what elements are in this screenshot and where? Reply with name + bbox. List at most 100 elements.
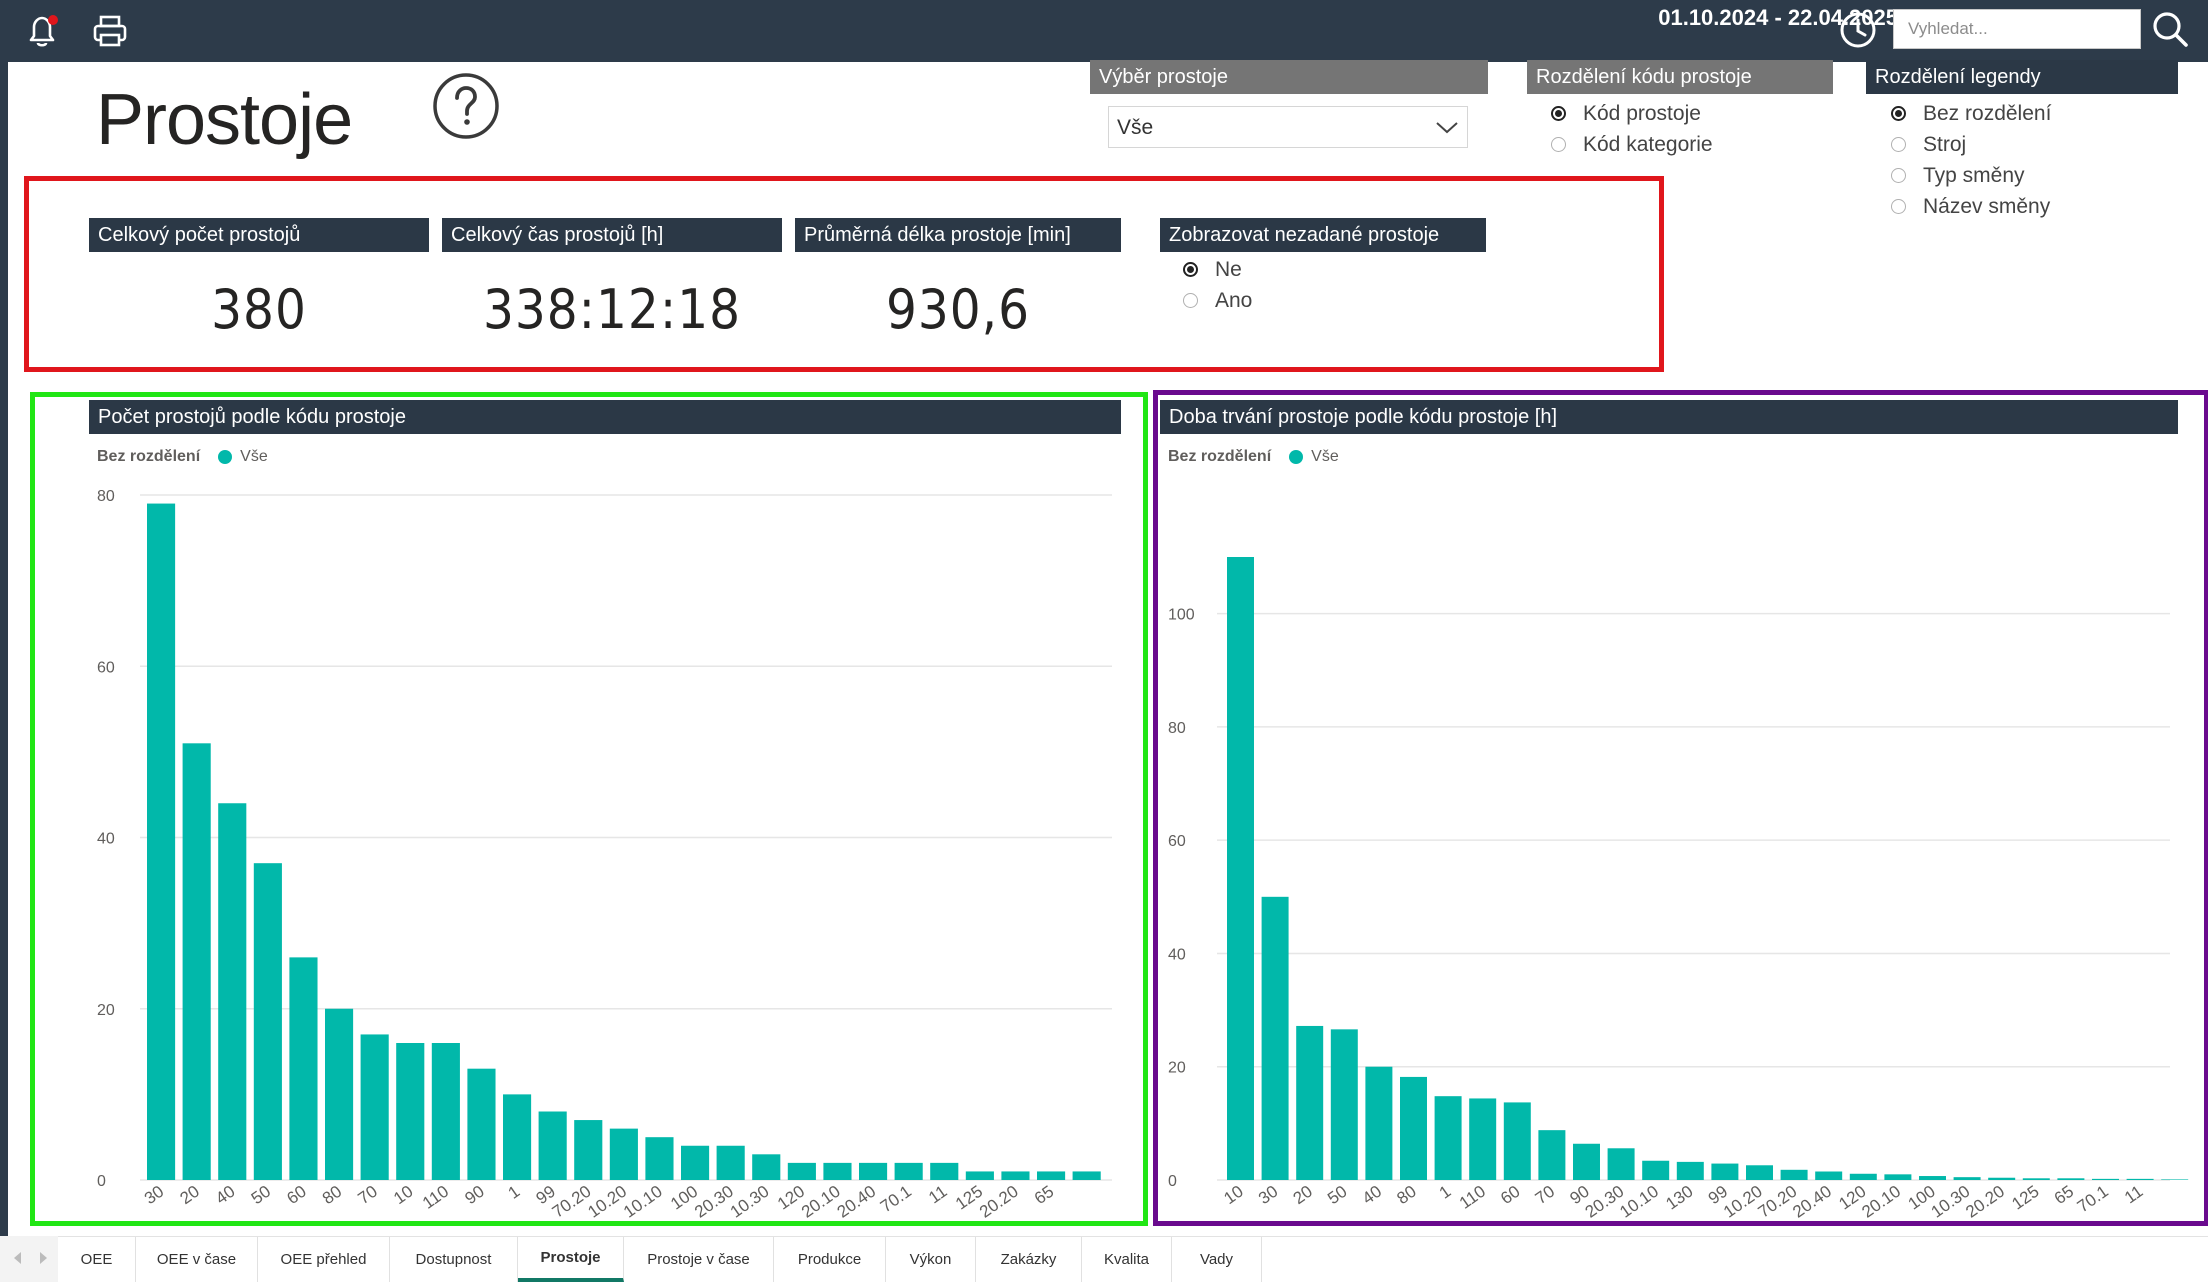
bar[interactable] [1296, 1025, 1324, 1180]
bar[interactable] [1001, 1171, 1030, 1180]
selection-dropdown[interactable]: Vše [1108, 106, 1468, 148]
radio-unselected[interactable] [1891, 199, 1906, 214]
bar[interactable] [1607, 1148, 1635, 1180]
tab-oee-v-čase[interactable]: OEE v čase [136, 1237, 258, 1282]
bar[interactable] [1919, 1176, 1946, 1180]
radio-selected[interactable] [1891, 106, 1906, 121]
radio-selected[interactable] [1183, 262, 1198, 277]
search-input[interactable] [1893, 9, 2141, 49]
radio-stroj[interactable]: Stroj [1891, 129, 2051, 160]
bar[interactable] [1330, 1029, 1358, 1180]
tab-prostoje-v-čase[interactable]: Prostoje v čase [624, 1237, 774, 1282]
bar[interactable] [681, 1145, 710, 1180]
radio-ne[interactable]: Ne [1183, 254, 1252, 285]
clock-icon[interactable] [1838, 10, 1878, 50]
bar[interactable] [1815, 1171, 1843, 1180]
bar[interactable] [1988, 1177, 2016, 1180]
search-icon[interactable] [2150, 9, 2190, 49]
bar[interactable] [467, 1068, 496, 1180]
radio-unselected[interactable] [1891, 137, 1906, 152]
x-tick-label: 10 [1220, 1182, 1246, 1208]
bar[interactable] [325, 1008, 354, 1180]
bar[interactable] [2092, 1178, 2119, 1180]
bar[interactable] [2022, 1178, 2050, 1180]
tab-next-icon[interactable] [40, 1252, 47, 1264]
y-tick-label: 40 [1168, 946, 1186, 963]
bar[interactable] [894, 1162, 923, 1180]
radio-nazev-smeny[interactable]: Název směny [1891, 191, 2051, 222]
bar[interactable] [823, 1162, 852, 1180]
page-tab-bar [0, 1236, 2208, 1283]
tab-prostoje[interactable]: Prostoje [518, 1237, 624, 1282]
bar[interactable] [2161, 1179, 2189, 1180]
bar[interactable] [147, 503, 176, 1180]
bar[interactable] [930, 1162, 959, 1180]
bell-icon[interactable] [20, 9, 64, 53]
radio-unselected[interactable] [1891, 168, 1906, 183]
legend-series-label[interactable]: Vše [1311, 448, 1339, 465]
y-tick-label: 0 [1168, 1173, 1177, 1190]
bar[interactable] [1434, 1096, 1462, 1180]
radio-kod-prostoje[interactable]: Kód prostoje [1551, 98, 1713, 129]
kpi-value-time: 338:12:18 [482, 278, 742, 341]
bar[interactable] [1676, 1161, 1704, 1180]
bar[interactable] [289, 957, 318, 1180]
tab-produkce[interactable]: Produkce [774, 1237, 886, 1282]
bar[interactable] [752, 1154, 781, 1180]
radio-typ-smeny[interactable]: Typ směny [1891, 160, 2051, 191]
bar[interactable] [1227, 557, 1254, 1180]
bar[interactable] [787, 1162, 816, 1180]
help-icon[interactable] [432, 72, 500, 140]
bar[interactable] [645, 1137, 674, 1180]
bar[interactable] [1849, 1173, 1877, 1180]
bar[interactable] [1037, 1171, 1066, 1180]
bar[interactable] [1365, 1066, 1393, 1180]
x-tick-label: 80 [1393, 1182, 1419, 1208]
bar[interactable] [1711, 1163, 1739, 1180]
bar[interactable] [218, 803, 247, 1180]
tab-oee[interactable]: OEE [58, 1237, 136, 1282]
tab-kvalita[interactable]: Kvalita [1082, 1237, 1172, 1282]
x-tick-label: 10.20 [584, 1182, 630, 1222]
bar[interactable] [1573, 1143, 1600, 1180]
bar[interactable] [360, 1034, 389, 1180]
tab-vady[interactable]: Vady [1172, 1237, 1262, 1282]
radio-unselected[interactable] [1551, 137, 1566, 152]
bar[interactable] [1538, 1130, 1566, 1180]
bar[interactable] [396, 1043, 425, 1180]
bar[interactable] [538, 1111, 567, 1181]
bar[interactable] [859, 1162, 888, 1180]
radio-bez-rozdeleni[interactable]: Bez rozdělení [1891, 98, 2051, 129]
legend-series-label[interactable]: Vše [240, 448, 268, 465]
radio-kod-kategorie[interactable]: Kód kategorie [1551, 129, 1713, 160]
tab-výkon[interactable]: Výkon [886, 1237, 976, 1282]
radio-selected[interactable] [1551, 106, 1566, 121]
tab-zakázky[interactable]: Zakázky [976, 1237, 1082, 1282]
bar[interactable] [2126, 1178, 2154, 1180]
tab-oee-přehled[interactable]: OEE přehled [258, 1237, 390, 1282]
bar[interactable] [965, 1171, 994, 1180]
bar[interactable] [1642, 1160, 1670, 1180]
bar[interactable] [716, 1145, 745, 1180]
bar[interactable] [2057, 1178, 2085, 1180]
bar[interactable] [1746, 1165, 1773, 1180]
tab-prev-icon[interactable] [14, 1252, 21, 1264]
bar[interactable] [431, 1043, 460, 1180]
bar[interactable] [1953, 1177, 1981, 1180]
bar[interactable] [1503, 1102, 1531, 1180]
bar[interactable] [1469, 1098, 1497, 1180]
bar[interactable] [182, 743, 211, 1180]
bar[interactable] [1261, 896, 1289, 1180]
printer-icon[interactable] [88, 9, 132, 53]
radio-unselected[interactable] [1183, 293, 1198, 308]
bar[interactable] [1884, 1174, 1912, 1180]
bar[interactable] [609, 1128, 638, 1180]
tab-dostupnost[interactable]: Dostupnost [390, 1237, 518, 1282]
bar[interactable] [253, 863, 282, 1180]
radio-ano[interactable]: Ano [1183, 285, 1252, 316]
bar[interactable] [1072, 1171, 1101, 1180]
bar[interactable] [1400, 1076, 1427, 1180]
bar[interactable] [1780, 1169, 1808, 1180]
bar[interactable] [574, 1120, 603, 1180]
bar[interactable] [503, 1094, 532, 1180]
